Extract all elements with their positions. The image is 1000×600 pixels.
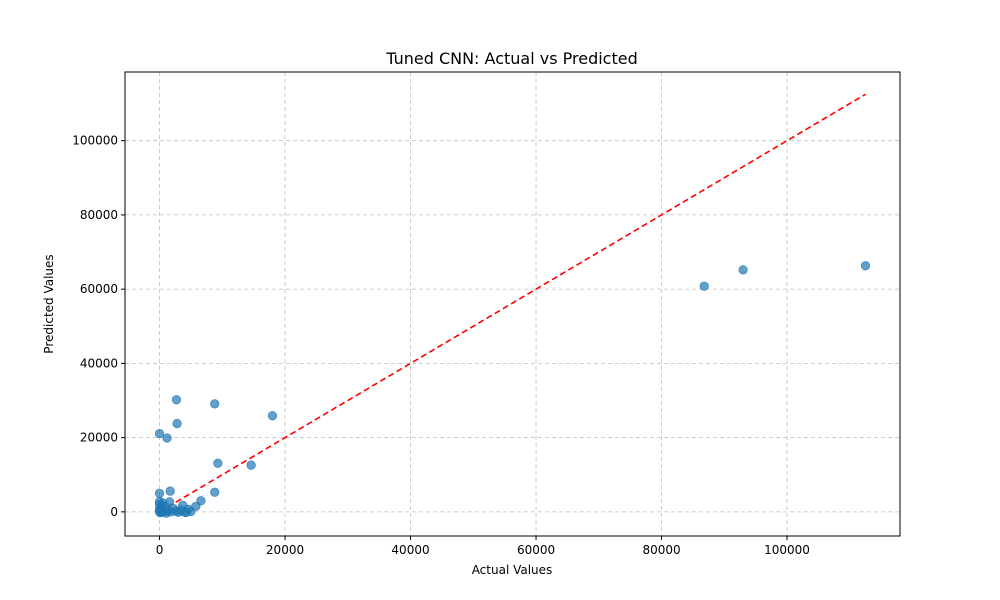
data-point bbox=[213, 458, 223, 468]
x-tick-label: 20000 bbox=[266, 543, 304, 557]
data-point bbox=[738, 265, 748, 275]
x-tick-label: 40000 bbox=[391, 543, 429, 557]
grid bbox=[125, 72, 900, 536]
points-layer bbox=[154, 261, 871, 518]
data-point bbox=[267, 411, 278, 421]
x-axis-ticks: 0 20000 40000 60000 80000 100000 bbox=[156, 536, 810, 557]
x-tick-label: 60000 bbox=[517, 543, 555, 557]
chart-title: Tuned CNN: Actual vs Predicted bbox=[385, 49, 638, 68]
ideal-fit-line bbox=[159, 93, 866, 513]
y-tick-label: 80000 bbox=[80, 208, 118, 222]
data-point bbox=[699, 281, 709, 291]
data-point bbox=[154, 488, 165, 498]
x-tick-label: 100000 bbox=[764, 543, 810, 557]
x-tick-label: 0 bbox=[156, 543, 164, 557]
reference-line-layer bbox=[159, 93, 866, 513]
data-point bbox=[210, 399, 220, 409]
data-point bbox=[173, 507, 183, 517]
data-point bbox=[172, 418, 182, 429]
plot-frame bbox=[124, 71, 901, 537]
x-axis-label: Actual Values bbox=[472, 563, 553, 577]
y-axis-label: Predicted Values bbox=[42, 254, 56, 353]
y-tick-label: 0 bbox=[110, 505, 118, 519]
data-point bbox=[154, 428, 165, 439]
data-point bbox=[162, 433, 172, 443]
y-tick-label: 20000 bbox=[80, 431, 118, 445]
data-point bbox=[165, 486, 175, 496]
y-tick-label: 100000 bbox=[72, 134, 118, 148]
y-tick-label: 60000 bbox=[80, 282, 118, 296]
data-point bbox=[171, 395, 182, 405]
data-point bbox=[860, 261, 871, 271]
x-tick-label: 80000 bbox=[642, 543, 680, 557]
y-tick-label: 40000 bbox=[80, 356, 118, 370]
data-point bbox=[246, 460, 256, 470]
data-point bbox=[210, 487, 220, 497]
y-axis-ticks: 0 20000 40000 60000 80000 100000 bbox=[72, 134, 125, 519]
data-point bbox=[161, 508, 172, 518]
